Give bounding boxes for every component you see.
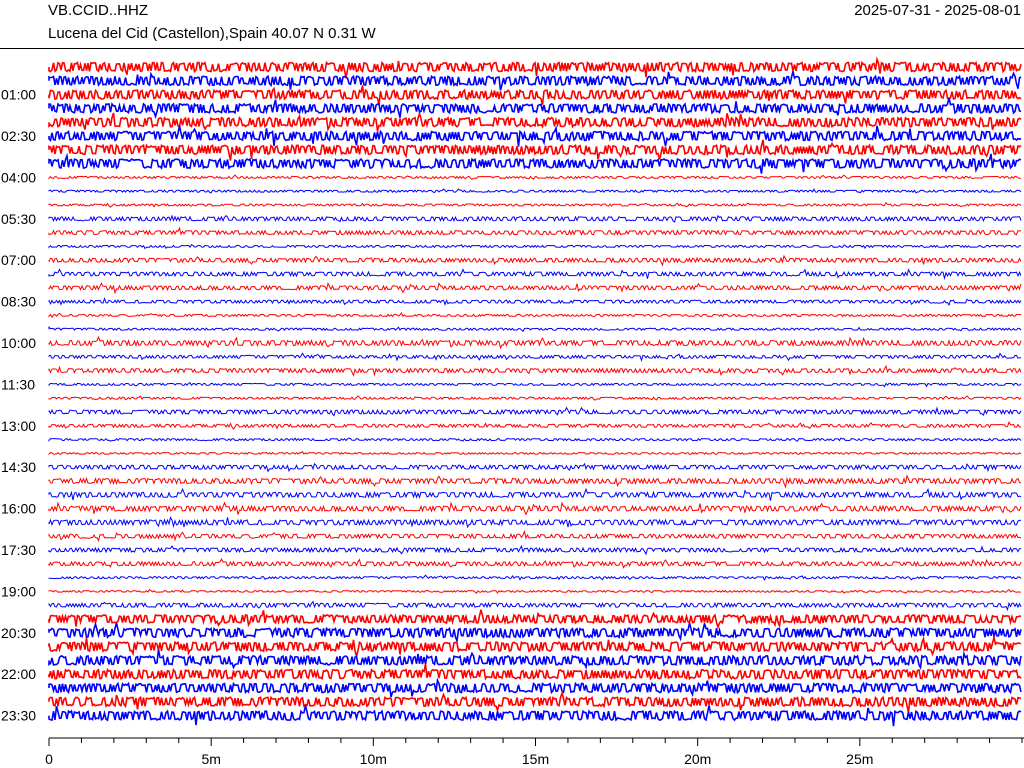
seismic-trace	[48, 574, 1022, 582]
hour-label: 19:00	[1, 583, 36, 599]
station-code: VB.CCID..HHZ	[48, 2, 149, 19]
seismic-trace	[48, 406, 1022, 417]
x-tick-label: 15m	[522, 751, 549, 767]
header-divider	[0, 48, 1024, 49]
seismic-trace	[48, 188, 1022, 194]
seismic-trace	[48, 281, 1022, 295]
hour-label: 17:30	[1, 542, 36, 558]
seismic-trace	[48, 516, 1022, 529]
seismic-trace	[48, 335, 1022, 350]
seismic-trace	[48, 97, 1022, 120]
seismic-trace	[48, 174, 1022, 181]
seismic-trace	[48, 395, 1022, 401]
seismic-trace	[48, 487, 1022, 501]
seismic-trace	[48, 529, 1022, 543]
seismic-trace	[48, 110, 1022, 132]
seismic-trace	[48, 663, 1022, 681]
hour-label: 23:30	[1, 708, 36, 724]
x-tick-label: 5m	[201, 751, 220, 767]
x-tick-label: 10m	[360, 751, 387, 767]
seismic-trace	[48, 544, 1022, 556]
date-range: 2025-07-31 - 2025-08-01	[854, 2, 1021, 19]
hour-label: 11:30	[1, 376, 35, 392]
seismic-trace	[48, 56, 1022, 78]
seismic-trace	[48, 244, 1022, 250]
seismic-trace	[48, 214, 1022, 223]
seismic-trace	[48, 588, 1022, 595]
seismic-trace	[48, 201, 1022, 208]
seismic-trace	[48, 609, 1022, 630]
seismic-trace	[48, 268, 1022, 281]
hour-label: 04:00	[1, 169, 36, 185]
hour-label: 20:30	[1, 625, 36, 641]
seismic-trace	[48, 312, 1022, 319]
plot-header: VB.CCID..HHZ Lucena del Cid (Castellon),…	[0, 0, 1024, 48]
seismic-trace	[48, 152, 1022, 174]
hour-label: 16:00	[1, 501, 36, 517]
hour-label: 08:30	[1, 294, 36, 310]
hour-label: 13:00	[1, 418, 36, 434]
seismic-trace	[48, 352, 1022, 362]
seismic-trace	[48, 462, 1022, 473]
hour-label: 10:00	[1, 335, 36, 351]
hour-label: 02:30	[1, 128, 36, 144]
seismic-trace	[48, 437, 1022, 442]
hour-label: 01:00	[1, 87, 36, 103]
seismic-trace	[48, 705, 1022, 727]
seismic-trace	[48, 474, 1021, 489]
seismic-trace	[48, 297, 1022, 307]
hour-label: 22:00	[1, 666, 36, 682]
seismic-trace	[48, 690, 1022, 713]
seismic-trace	[48, 450, 1022, 455]
x-tick-label: 25m	[846, 751, 873, 767]
x-tick-label: 20m	[684, 751, 711, 767]
seismic-trace	[48, 649, 1022, 670]
seismic-trace	[48, 254, 1022, 267]
seismic-trace	[48, 420, 1021, 430]
seismic-trace	[48, 364, 1022, 377]
seismic-trace	[48, 677, 1022, 698]
x-tick-label: 0	[45, 751, 53, 767]
seismic-trace	[48, 558, 1022, 569]
seismic-trace	[48, 621, 1022, 644]
seismic-trace	[48, 71, 1022, 91]
seismic-trace	[48, 382, 1022, 388]
seismic-trace	[48, 600, 1022, 612]
seismic-trace	[48, 226, 1022, 236]
hour-label: 07:00	[1, 252, 36, 268]
seismic-trace	[48, 501, 1022, 516]
seismic-trace	[48, 125, 1022, 147]
seismic-trace	[48, 326, 1022, 333]
seismic-trace	[48, 139, 1022, 161]
hour-label: 14:30	[1, 459, 36, 475]
seismic-trace	[48, 634, 1022, 657]
seismic-trace	[48, 85, 1022, 106]
station-location: Lucena del Cid (Castellon),Spain 40.07 N…	[48, 25, 376, 42]
hour-label: 05:30	[1, 211, 36, 227]
